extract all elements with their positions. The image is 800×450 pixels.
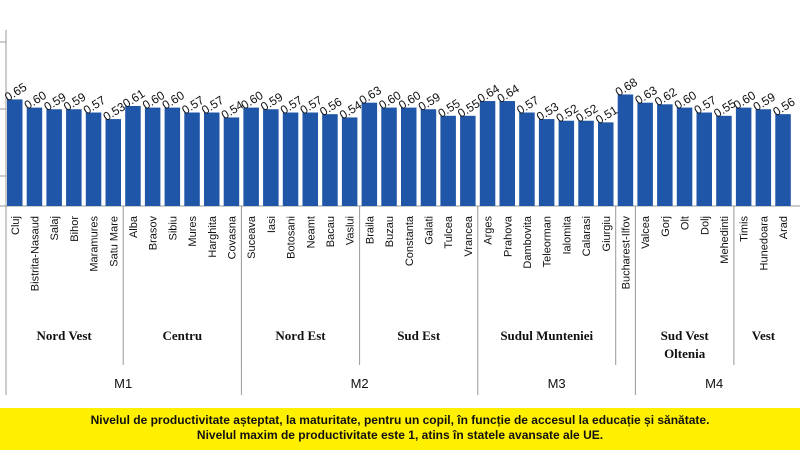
macro-region-label: M3 — [548, 376, 566, 391]
bar — [440, 115, 456, 206]
category-label: Calarasi — [581, 216, 593, 256]
category-label: Constanta — [404, 215, 416, 266]
bar — [322, 114, 338, 206]
category-label: Vaslui — [345, 216, 357, 245]
bar — [125, 105, 141, 206]
category-label: Bucharest-Ilfov — [620, 216, 632, 290]
category-label: Valcea — [640, 215, 652, 249]
macro-region-label: M1 — [114, 376, 132, 391]
category-label: Bihor — [69, 216, 81, 242]
region-label: Sud Est — [397, 328, 441, 343]
bar — [105, 119, 121, 206]
category-label: Brasov — [148, 216, 160, 251]
bar — [657, 104, 673, 206]
bar — [676, 107, 693, 206]
macro-region-label: M2 — [351, 376, 369, 391]
bar — [204, 112, 220, 206]
bar — [538, 119, 555, 206]
macro-region-label: M4 — [705, 376, 723, 391]
region-label: Vest — [752, 328, 776, 343]
region-label: Sudul Munteniei — [500, 328, 593, 343]
bar — [7, 99, 23, 206]
category-label: Arges — [483, 216, 495, 245]
category-label: Covasna — [226, 215, 238, 259]
category-label: Satu Mare — [108, 216, 120, 267]
bar — [361, 102, 378, 206]
category-label: Braila — [364, 215, 376, 244]
category-label: Bacau — [325, 216, 337, 247]
region-label: Sud Vest Oltenia — [661, 328, 710, 361]
bar — [341, 117, 358, 206]
category-label: Dambovita — [522, 215, 534, 268]
category-label: Teleorman — [542, 216, 554, 267]
category-label: Ialomita — [561, 215, 573, 254]
bar — [263, 109, 279, 206]
bar — [46, 109, 62, 206]
bar-chart: 0.65Cluj0.60Bistrita-Nasaud0.59Salaj0.59… — [0, 30, 800, 395]
category-label: Mehedinti — [719, 216, 731, 264]
bar — [243, 107, 259, 206]
caption-banner: Nivelul de productivitate așteptat, la m… — [0, 408, 800, 450]
bar — [302, 112, 318, 206]
category-label: Mures — [187, 216, 199, 247]
category-label: Galati — [423, 216, 435, 245]
category-label: Botosani — [286, 216, 298, 259]
category-label: Maramures — [89, 216, 101, 272]
category-label: Tulcea — [443, 215, 455, 248]
bar — [85, 112, 102, 206]
category-label: Timis — [739, 216, 751, 242]
bar — [637, 102, 653, 206]
bar — [420, 109, 437, 206]
bar — [223, 117, 240, 206]
category-label: Prahova — [502, 215, 514, 257]
bar — [144, 107, 161, 206]
category-label: Salaj — [49, 216, 61, 240]
category-label: Alba — [128, 215, 140, 238]
bar — [282, 112, 299, 206]
bar — [716, 115, 732, 206]
bar — [381, 107, 397, 206]
bar — [164, 107, 181, 206]
bar — [519, 112, 535, 206]
category-label: Olt — [680, 216, 692, 230]
category-label: Bistrita-Nasaud — [29, 216, 41, 291]
caption-line-2: Nivelul maxim de productivitate este 1, … — [196, 428, 604, 442]
region-label: Nord Vest — [36, 328, 92, 343]
region-label: Centru — [162, 328, 202, 343]
bar — [598, 122, 614, 206]
bar — [617, 94, 634, 206]
bar — [460, 115, 476, 206]
category-label: Hunedoara — [758, 215, 770, 270]
category-label: Giurgiu — [601, 216, 613, 251]
category-label: Dolj — [699, 216, 711, 235]
region-label: Nord Est — [275, 328, 326, 343]
category-label: Buzau — [384, 216, 396, 247]
category-label: Suceava — [246, 215, 258, 259]
category-label: Cluj — [10, 216, 22, 235]
caption-line-1: Nivelul de productivitate așteptat, la m… — [90, 413, 710, 427]
category-label: Iasi — [266, 216, 278, 233]
bar — [26, 107, 43, 206]
bar — [735, 107, 752, 206]
bar — [401, 107, 417, 206]
bar — [499, 101, 515, 206]
category-label: Arad — [778, 216, 790, 239]
bar — [479, 101, 496, 206]
category-label: Harghita — [207, 215, 219, 257]
category-label: Sibiu — [167, 216, 179, 240]
bar — [66, 109, 82, 206]
category-label: Gorj — [660, 216, 672, 237]
bar — [558, 120, 575, 206]
category-label: Vrancea — [463, 215, 475, 256]
bar — [775, 114, 791, 206]
bar — [184, 112, 200, 206]
bar — [578, 120, 594, 206]
bar — [696, 112, 712, 206]
bar — [755, 109, 772, 206]
category-label: Neamt — [305, 216, 317, 248]
